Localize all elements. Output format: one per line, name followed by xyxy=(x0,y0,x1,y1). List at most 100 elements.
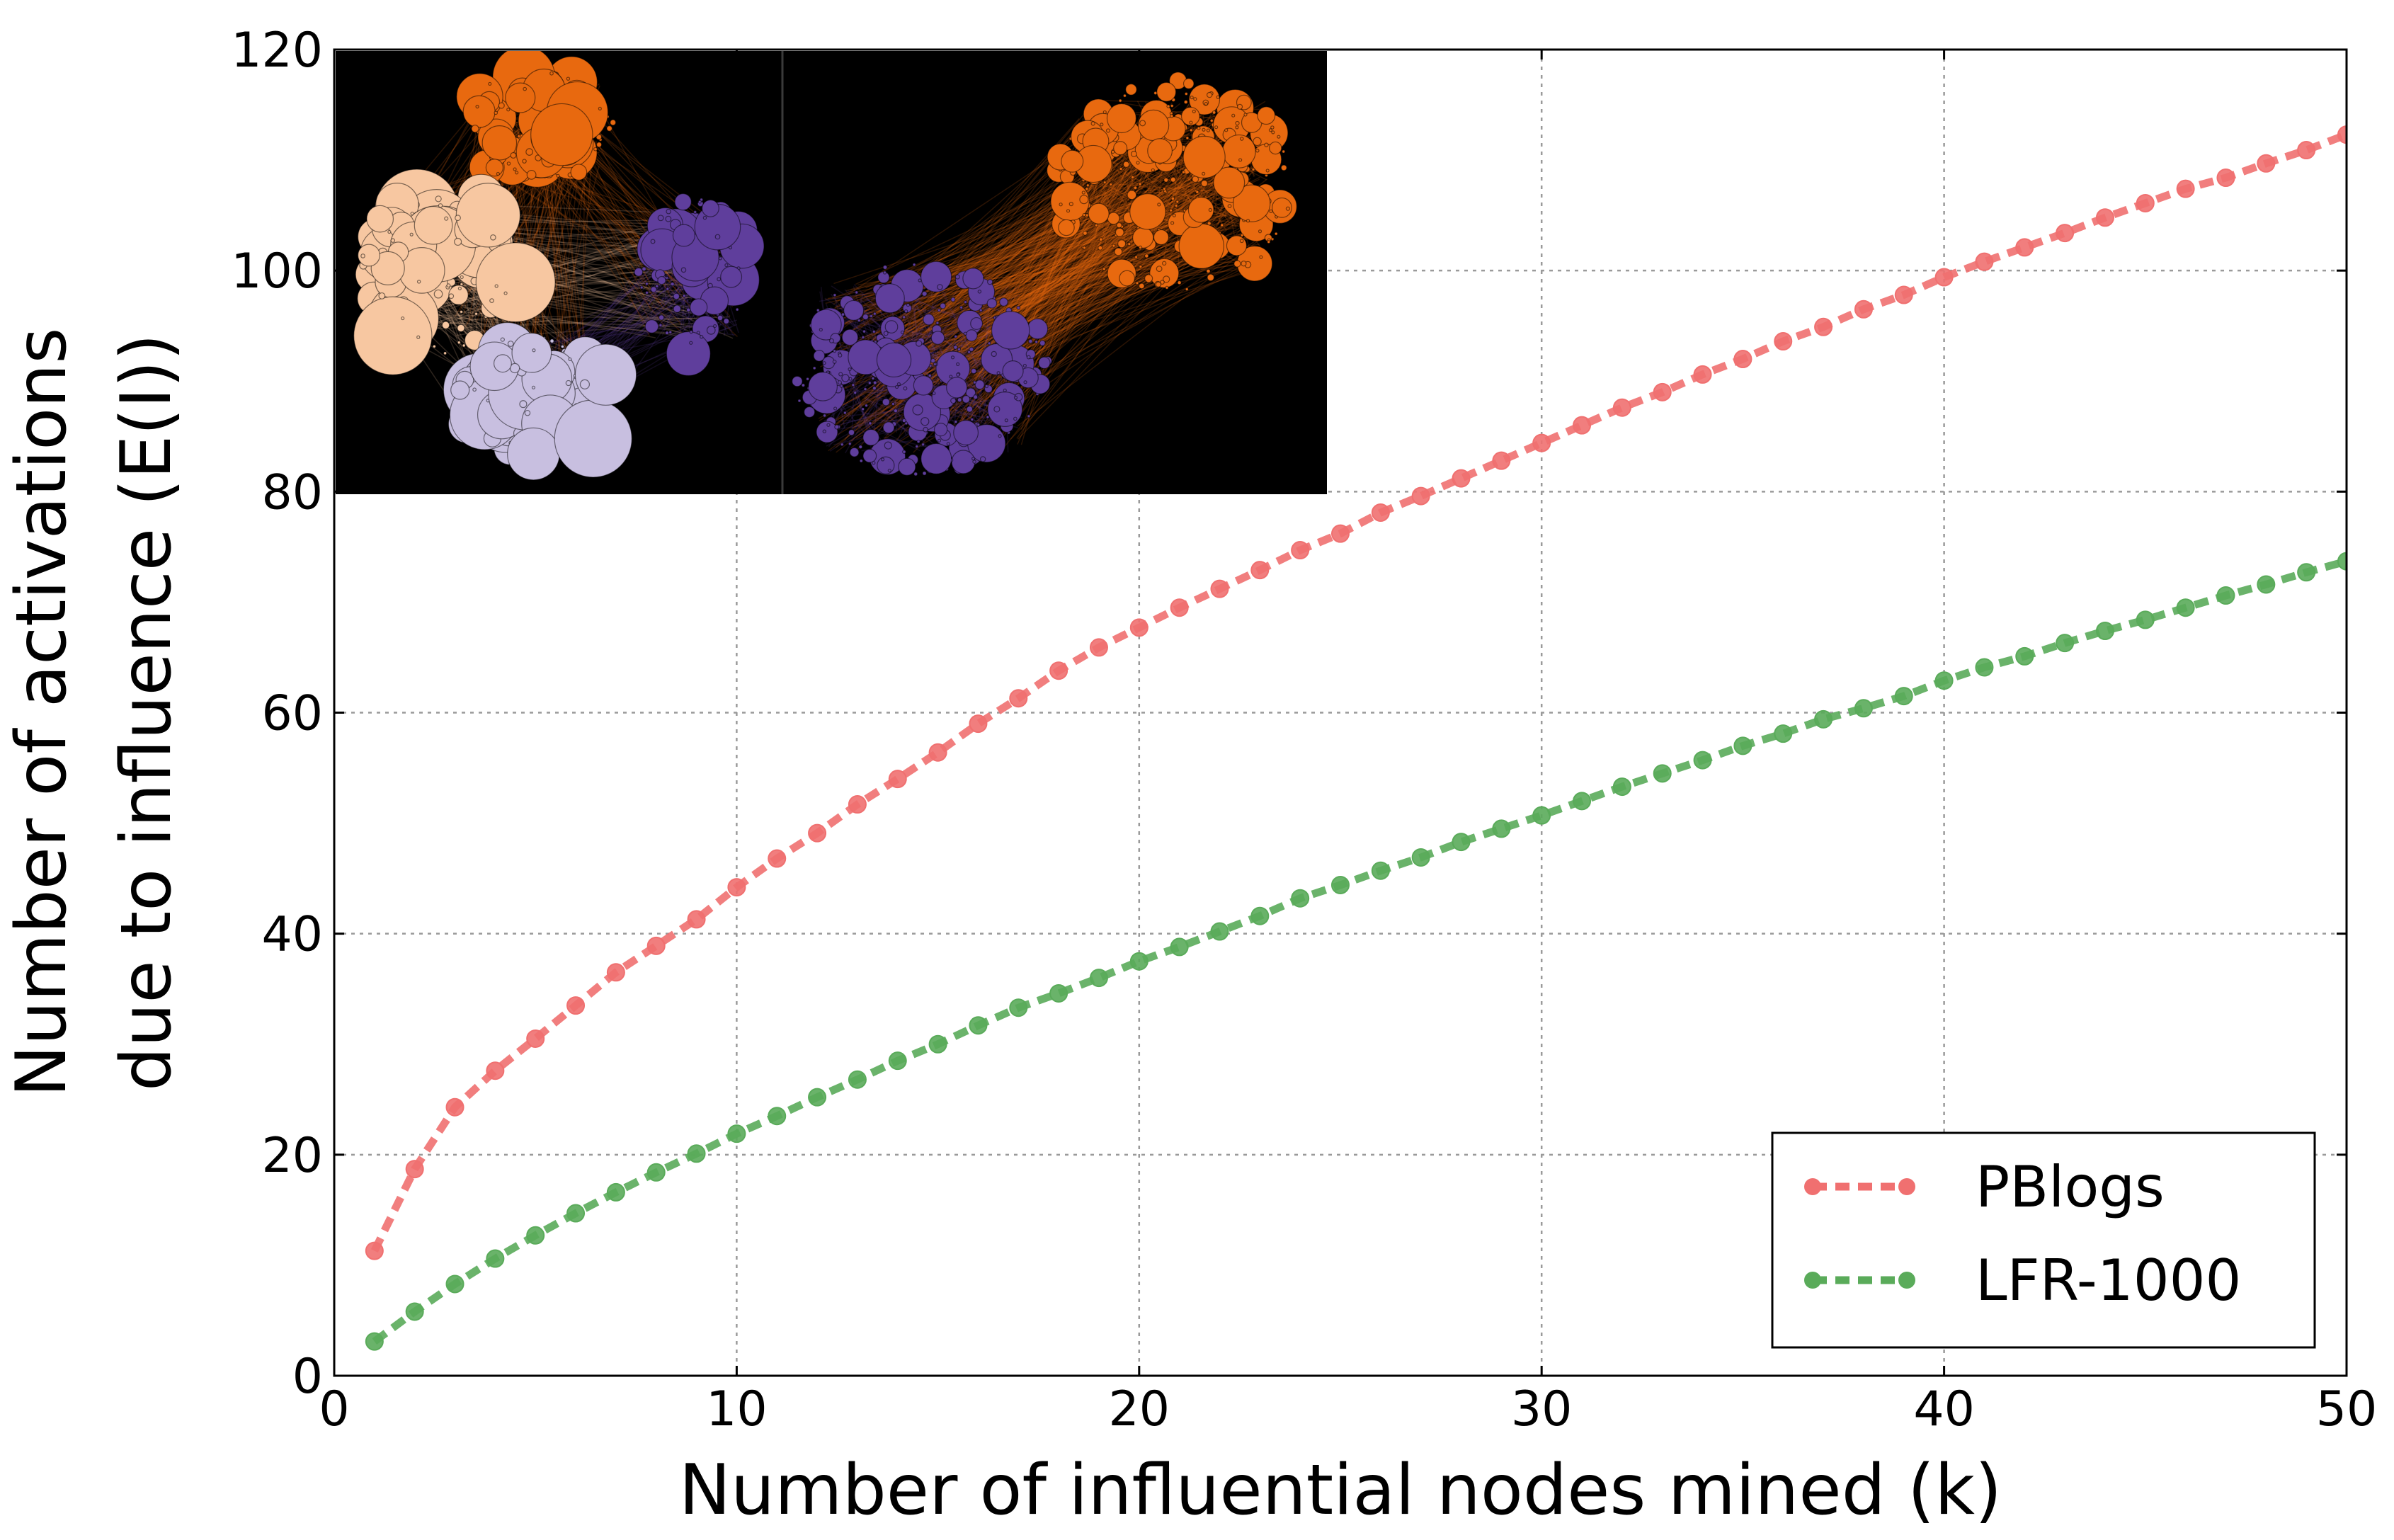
network-edge xyxy=(561,162,653,324)
network-edge xyxy=(947,262,1248,306)
network-node xyxy=(1272,197,1292,218)
network-node xyxy=(644,290,649,295)
network-node xyxy=(962,268,984,290)
data-point-lfr-1000 xyxy=(1250,906,1270,925)
network-node xyxy=(1163,275,1170,283)
network-edge xyxy=(491,169,652,271)
network-edge xyxy=(841,390,891,411)
network-node xyxy=(1138,283,1145,290)
network-edge xyxy=(894,332,962,343)
data-point-lfr-1000 xyxy=(928,1034,947,1054)
network-edge xyxy=(1215,227,1237,232)
network-edge xyxy=(969,147,1116,442)
network-node xyxy=(1085,183,1090,188)
network-node xyxy=(1212,110,1216,115)
network-edge xyxy=(860,298,872,311)
network-edge xyxy=(858,221,1238,355)
network-node xyxy=(1270,125,1275,130)
data-point-lfr-1000 xyxy=(969,1016,988,1035)
network-edge xyxy=(964,142,1212,327)
network-node xyxy=(701,199,719,217)
data-point-pblogs xyxy=(526,1029,545,1048)
network-node xyxy=(954,420,958,424)
network-node xyxy=(1258,229,1262,234)
data-point-pblogs xyxy=(1693,365,1712,384)
network-node xyxy=(1118,98,1122,103)
network-node xyxy=(849,447,860,457)
network-edge xyxy=(972,183,1112,420)
pblogs-network-icon xyxy=(353,51,765,481)
network-node xyxy=(946,442,950,446)
data-point-pblogs xyxy=(1411,486,1430,506)
network-node xyxy=(457,286,462,290)
network-node xyxy=(1153,229,1169,246)
network-node xyxy=(841,374,850,382)
network-node xyxy=(1285,206,1290,211)
network-node xyxy=(920,443,952,474)
network-edge xyxy=(1093,186,1193,198)
data-point-pblogs xyxy=(1009,689,1028,708)
network-node xyxy=(986,278,993,285)
network-node xyxy=(862,448,877,463)
network-node xyxy=(493,354,512,373)
network-node xyxy=(1098,245,1103,251)
network-node xyxy=(797,399,802,403)
network-edge xyxy=(943,200,1165,447)
network-node xyxy=(1227,204,1232,208)
network-node xyxy=(937,438,942,443)
network-edge xyxy=(973,213,1163,331)
network-node xyxy=(816,421,838,443)
network-edge xyxy=(870,234,1121,349)
network-node xyxy=(916,340,923,347)
network-node xyxy=(519,400,528,409)
network-node xyxy=(872,329,876,333)
network-edge xyxy=(943,154,1137,384)
network-node xyxy=(455,183,521,248)
network-node xyxy=(1170,221,1175,225)
network-edge xyxy=(1117,167,1231,239)
network-node xyxy=(1026,355,1031,360)
network-node xyxy=(532,348,536,353)
network-node xyxy=(706,325,716,335)
network-node xyxy=(1094,223,1099,227)
data-point-pblogs xyxy=(606,963,625,982)
network-node xyxy=(665,215,672,222)
network-node xyxy=(1236,103,1243,110)
network-node xyxy=(1088,203,1110,224)
network-node xyxy=(953,420,979,445)
network-edge xyxy=(847,118,1174,355)
network-node xyxy=(902,450,906,455)
y-tick-label: 60 xyxy=(261,686,323,742)
network-node xyxy=(828,338,834,343)
data-point-lfr-1000 xyxy=(486,1249,505,1268)
network-node xyxy=(1002,360,1024,382)
network-node xyxy=(950,397,957,404)
network-node xyxy=(517,134,521,138)
network-node xyxy=(871,376,875,380)
network-edge xyxy=(916,305,942,369)
network-node xyxy=(485,159,504,177)
network-edge xyxy=(1009,180,1201,320)
network-node xyxy=(928,373,933,378)
network-node xyxy=(481,125,518,161)
network-edge xyxy=(1020,149,1107,445)
network-node xyxy=(1106,103,1137,134)
network-node xyxy=(884,320,899,333)
data-point-pblogs xyxy=(2216,169,2235,188)
network-node xyxy=(921,290,928,297)
network-node xyxy=(954,274,960,280)
network-node xyxy=(1169,114,1174,118)
network-node xyxy=(360,253,365,258)
network-node xyxy=(922,471,927,476)
network-edge xyxy=(891,205,1119,316)
network-node xyxy=(1233,260,1241,268)
network-node xyxy=(1085,187,1089,191)
data-point-lfr-1000 xyxy=(445,1274,464,1294)
network-node xyxy=(1098,237,1103,242)
network-edge xyxy=(945,125,1158,443)
data-point-lfr-1000 xyxy=(1089,969,1108,988)
network-edge xyxy=(1000,137,1250,452)
data-point-lfr-1000 xyxy=(606,1182,625,1202)
network-node xyxy=(901,418,907,423)
network-node xyxy=(1079,195,1089,205)
